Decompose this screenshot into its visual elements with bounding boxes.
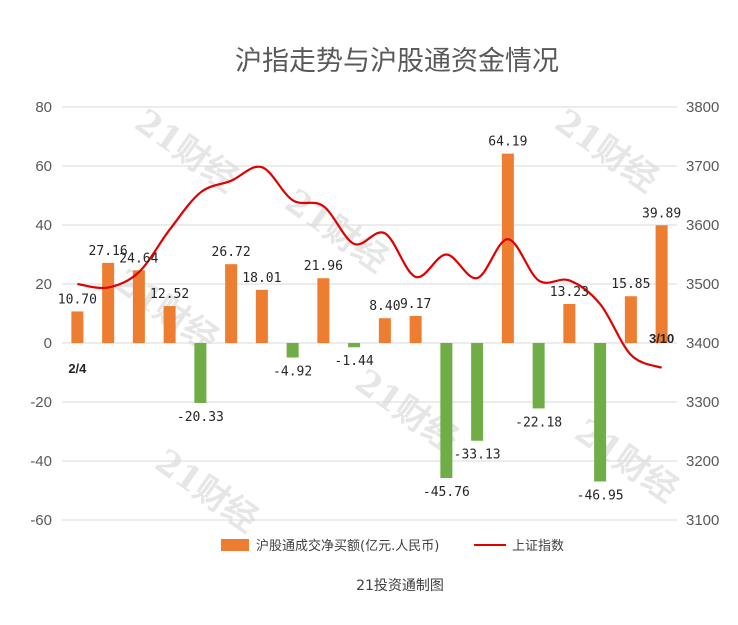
watermark-text: 21财经 bbox=[128, 102, 245, 201]
bar-value-label: 18.01 bbox=[242, 271, 281, 286]
bar-value-label: -4.92 bbox=[273, 365, 312, 380]
bar bbox=[409, 315, 422, 343]
left-tick-label: 0 bbox=[44, 335, 52, 352]
bar-value-label: -46.95 bbox=[577, 489, 624, 504]
bar-value-label: -20.33 bbox=[177, 410, 224, 425]
legend-bar-swatch bbox=[221, 539, 249, 551]
bar bbox=[440, 343, 453, 478]
bar bbox=[71, 311, 84, 343]
bar-value-label: 9.17 bbox=[400, 297, 431, 312]
right-tick-label: 3800 bbox=[686, 99, 719, 116]
left-tick-label: 60 bbox=[35, 158, 52, 175]
bar bbox=[255, 289, 268, 343]
right-tick-label: 3100 bbox=[686, 512, 719, 529]
bar bbox=[501, 153, 514, 343]
bar bbox=[471, 343, 484, 441]
legend-bar-label: 沪股通成交净买额(亿元.人民币) bbox=[256, 538, 439, 554]
bar bbox=[317, 278, 330, 343]
right-tick-label: 3400 bbox=[686, 335, 719, 352]
end-date-label: 3/10 bbox=[649, 331, 674, 346]
bar-value-label: 21.96 bbox=[304, 259, 343, 274]
start-date-label: 2/4 bbox=[68, 361, 87, 376]
bar-value-label: -45.76 bbox=[423, 485, 470, 500]
right-tick-label: 3600 bbox=[686, 217, 719, 234]
chart-title: 沪指走势与沪股通资金情况 bbox=[235, 46, 559, 77]
left-axis: 80 60 40 20 0 -20 -40 -60 bbox=[30, 99, 52, 529]
bar bbox=[594, 343, 607, 482]
bar-value-label: 26.72 bbox=[212, 245, 251, 260]
line-path bbox=[77, 165, 663, 369]
right-tick-label: 3300 bbox=[686, 394, 719, 411]
source-note: 21投资通制图 bbox=[356, 578, 444, 594]
left-tick-label: -20 bbox=[30, 394, 52, 411]
bar bbox=[624, 296, 637, 343]
legend-line-label: 上证指数 bbox=[512, 539, 564, 554]
bar-value-label: 39.89 bbox=[642, 206, 681, 221]
right-tick-label: 3700 bbox=[686, 158, 719, 175]
left-tick-label: -60 bbox=[30, 512, 52, 529]
bar-series bbox=[71, 153, 668, 482]
watermark-text: 21财经 bbox=[548, 102, 665, 201]
bar-value-label: 10.70 bbox=[58, 292, 97, 307]
bar bbox=[655, 225, 668, 343]
left-tick-label: 80 bbox=[35, 99, 52, 116]
bar bbox=[102, 262, 115, 343]
right-tick-label: 3500 bbox=[686, 276, 719, 293]
bar-value-label: -22.18 bbox=[515, 415, 562, 430]
gridlines bbox=[62, 106, 677, 521]
bar-value-label: 24.64 bbox=[119, 251, 158, 266]
date-annotations: 2/4 3/10 bbox=[68, 331, 674, 376]
right-axis: 3800 3700 3600 3500 3400 3300 3200 3100 bbox=[686, 99, 719, 529]
watermark-text: 21财经 bbox=[148, 442, 265, 541]
left-tick-label: -40 bbox=[30, 453, 52, 470]
bar-value-label: 8.40 bbox=[369, 299, 400, 314]
bar bbox=[225, 264, 238, 343]
bar bbox=[194, 343, 207, 403]
bar bbox=[163, 306, 176, 343]
bar-value-label: 13.23 bbox=[550, 285, 589, 300]
left-tick-label: 40 bbox=[35, 217, 52, 234]
bar-value-label: 64.19 bbox=[488, 135, 527, 150]
bar bbox=[286, 343, 299, 358]
bar bbox=[532, 343, 545, 409]
bar-value-label: -1.44 bbox=[335, 354, 374, 369]
bar-value-label: 12.52 bbox=[150, 287, 189, 302]
bar bbox=[132, 270, 145, 343]
bar bbox=[563, 303, 576, 343]
legend: 沪股通成交净买额(亿元.人民币) 上证指数 bbox=[221, 538, 564, 554]
bar-value-label: 15.85 bbox=[611, 277, 650, 292]
left-tick-label: 20 bbox=[35, 276, 52, 293]
bar bbox=[348, 343, 361, 348]
bar-value-label: 27.16 bbox=[89, 244, 128, 259]
line-series bbox=[77, 165, 663, 369]
bar-value-label: -33.13 bbox=[454, 448, 501, 463]
right-tick-label: 3200 bbox=[686, 453, 719, 470]
bar bbox=[378, 318, 391, 343]
